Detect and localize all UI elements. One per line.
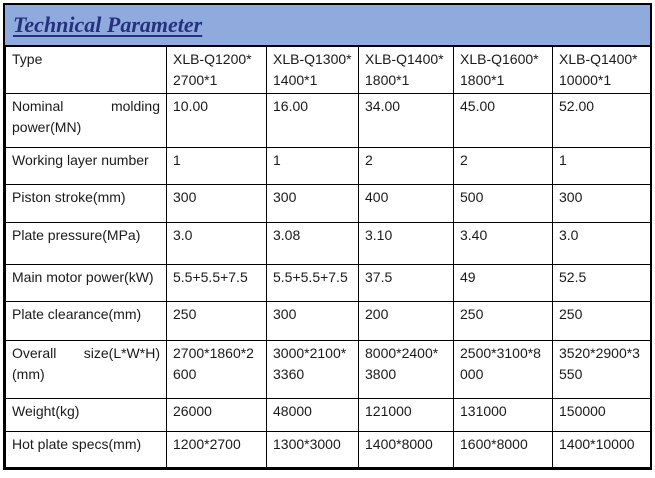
- value-cell: 1: [266, 147, 359, 185]
- table-row: Main motor power(kW) 5.5+5.5+7.5 5.5+5.5…: [5, 264, 651, 302]
- value-cell: 1: [166, 147, 267, 185]
- value-cell: 34.00: [358, 93, 454, 148]
- value-cell: 300: [166, 184, 267, 223]
- value-cell: 300: [266, 184, 359, 223]
- value-cell: 37.5: [358, 264, 454, 302]
- value-cell: 121000: [358, 398, 454, 432]
- spec-sheet: Technical Parameter Type XLB-Q1200* 2700…: [3, 3, 652, 470]
- title-bar: Technical Parameter: [5, 5, 650, 46]
- value-cell: 200: [358, 301, 454, 341]
- value-cell: XLB-Q1400* 10000*1: [552, 46, 651, 94]
- table-row: Piston stroke(mm) 300 300 400 500 300: [5, 184, 651, 223]
- row-label-cell: Plate clearance(mm): [5, 301, 167, 341]
- value-cell: 3.0: [552, 222, 651, 265]
- value-cell: 131000: [453, 398, 553, 432]
- page-title: Technical Parameter: [13, 12, 203, 37]
- params-table: Type XLB-Q1200* 2700*1 XLB-Q1300* 1400*1…: [5, 46, 651, 468]
- table-row: Plate clearance(mm) 250 300 200 250 250: [5, 301, 651, 341]
- value-cell: 250: [166, 301, 267, 341]
- row-label-cell: Hot plate specs(mm): [5, 431, 167, 468]
- value-cell: XLB-Q1400* 1800*1: [358, 46, 454, 94]
- value-cell: 2700*1860*2 600: [166, 340, 267, 399]
- row-label-cell: Working layer number: [5, 147, 167, 185]
- value-cell: 3.10: [358, 222, 454, 265]
- value-cell: 3.40: [453, 222, 553, 265]
- value-cell: 16.00: [266, 93, 359, 148]
- value-cell: 10.00: [166, 93, 267, 148]
- row-label-cell: Overall size(L*W*H)(mm): [5, 340, 167, 399]
- table-row: Working layer number 1 1 2 2 1: [5, 147, 651, 185]
- value-cell: 5.5+5.5+7.5: [266, 264, 359, 302]
- value-cell: 8000*2400* 3800: [358, 340, 454, 399]
- value-cell: 1400*10000: [552, 431, 651, 468]
- value-cell: 1: [552, 147, 651, 185]
- value-cell: 3.08: [266, 222, 359, 265]
- value-cell: XLB-Q1300* 1400*1: [266, 46, 359, 94]
- value-cell: XLB-Q1600* 1800*1: [453, 46, 553, 94]
- value-cell: 3.0: [166, 222, 267, 265]
- row-label-cell: Plate pressure(MPa): [5, 222, 167, 265]
- value-cell: 5.5+5.5+7.5: [166, 264, 267, 302]
- row-label-cell: Nominal molding power(MN): [5, 93, 167, 148]
- table-row: Nominal molding power(MN) 10.00 16.00 34…: [5, 93, 651, 148]
- value-cell: 400: [358, 184, 454, 223]
- value-cell: 250: [552, 301, 651, 341]
- value-cell: 1400*8000: [358, 431, 454, 468]
- value-cell: 3000*2100* 3360: [266, 340, 359, 399]
- value-cell: XLB-Q1200* 2700*1: [166, 46, 267, 94]
- row-label-cell: Weight(kg): [5, 398, 167, 432]
- value-cell: 1600*8000: [453, 431, 553, 468]
- value-cell: 48000: [266, 398, 359, 432]
- value-cell: 500: [453, 184, 553, 223]
- table-row: Hot plate specs(mm) 1200*2700 1300*3000 …: [5, 431, 651, 468]
- value-cell: 49: [453, 264, 553, 302]
- value-cell: 2: [453, 147, 553, 185]
- value-cell: 2: [358, 147, 454, 185]
- value-cell: 300: [266, 301, 359, 341]
- value-cell: 52.00: [552, 93, 651, 148]
- type-header-row: Type XLB-Q1200* 2700*1 XLB-Q1300* 1400*1…: [5, 46, 651, 94]
- value-cell: 150000: [552, 398, 651, 432]
- row-label-cell: Type: [5, 46, 167, 94]
- value-cell: 300: [552, 184, 651, 223]
- value-cell: 26000: [166, 398, 267, 432]
- table-row: Weight(kg) 26000 48000 121000 131000 150…: [5, 398, 651, 432]
- row-label-cell: Main motor power(kW): [5, 264, 167, 302]
- table-row: Overall size(L*W*H)(mm) 2700*1860*2 600 …: [5, 340, 651, 399]
- value-cell: 1200*2700: [166, 431, 267, 468]
- row-label-cell: Piston stroke(mm): [5, 184, 167, 223]
- value-cell: 3520*2900*3 550: [552, 340, 651, 399]
- table-row: Plate pressure(MPa) 3.0 3.08 3.10 3.40 3…: [5, 222, 651, 265]
- value-cell: 52.5: [552, 264, 651, 302]
- value-cell: 2500*3100*8 000: [453, 340, 553, 399]
- value-cell: 1300*3000: [266, 431, 359, 468]
- value-cell: 250: [453, 301, 553, 341]
- value-cell: 45.00: [453, 93, 553, 148]
